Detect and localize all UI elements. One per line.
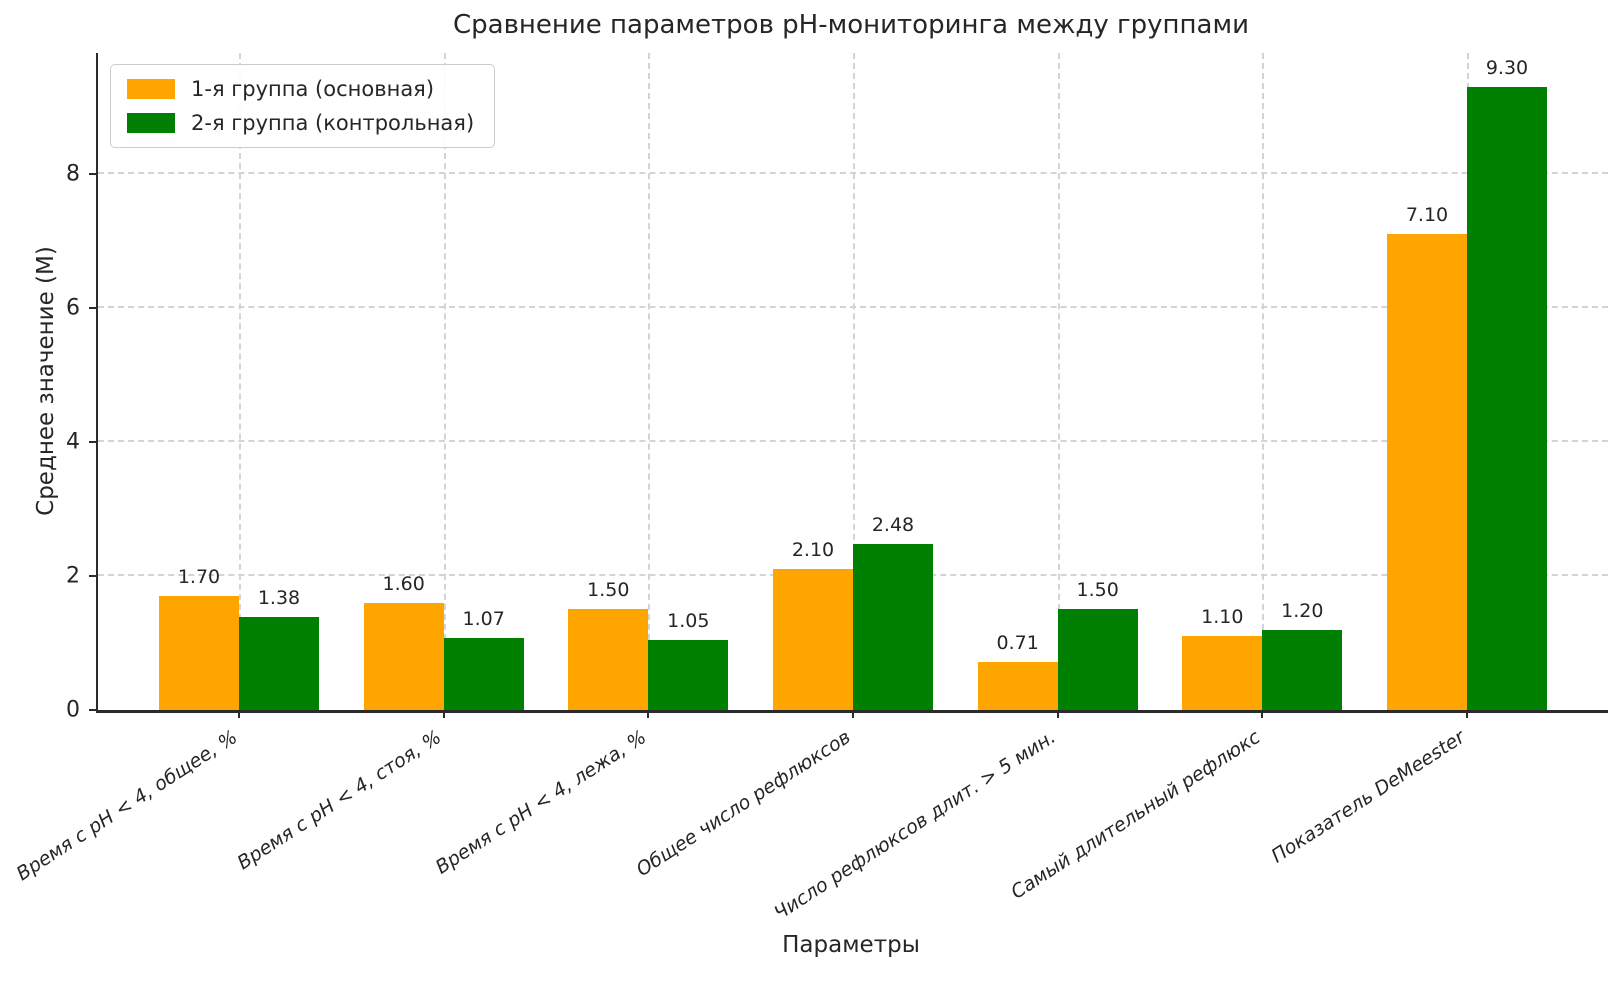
y-axis-label: Среднее значение (М) — [33, 246, 59, 516]
bar-group2 — [1057, 609, 1138, 710]
bar-value-label: 7.10 — [1405, 204, 1449, 227]
x-tick-mark — [647, 710, 650, 718]
bar-group2 — [239, 617, 319, 710]
x-tick-mark — [238, 710, 240, 718]
v-gridline — [239, 53, 241, 710]
x-tick-mark — [1056, 710, 1059, 718]
legend-swatch-group2 — [127, 113, 175, 133]
legend-item-group2: 2-я группа (контрольная) — [127, 111, 474, 135]
bar-group1 — [977, 662, 1058, 710]
v-gridline — [853, 53, 855, 710]
bar-value-label: 0.71 — [996, 632, 1039, 655]
bar-group1 — [568, 609, 649, 710]
x-tick-label: Общее число рефлюксов — [632, 726, 855, 881]
legend-label-group1: 1-я группа (основная) — [191, 77, 435, 101]
bar-group2 — [853, 543, 933, 710]
x-tick-label: Время с pH < 4, общее, % — [12, 726, 241, 886]
legend-label-group2: 2-я группа (контрольная) — [191, 111, 475, 135]
legend: 1-я группа (основная) 2-я группа (контро… — [110, 64, 496, 148]
v-gridline — [1057, 53, 1060, 710]
bar-value-label: 2.10 — [791, 539, 835, 562]
v-gridline — [648, 53, 651, 710]
legend-item-group1: 1-я группа (основная) — [127, 77, 474, 101]
v-gridline — [1262, 53, 1265, 710]
y-tick-mark — [89, 574, 98, 577]
y-tick-mark — [89, 709, 98, 711]
chart-title: Сравнение параметров pH-мониторинга межд… — [452, 10, 1249, 40]
y-tick-label: 8 — [66, 161, 80, 187]
x-tick-mark — [1261, 710, 1264, 718]
x-tick-label: Показатель DeMeester — [1267, 726, 1469, 868]
bar-value-label: 2.48 — [871, 513, 915, 536]
bar-group2 — [1262, 629, 1343, 710]
bar-value-label: 1.07 — [462, 608, 505, 631]
bar-group1 — [1182, 636, 1263, 710]
bar-value-label: 1.50 — [1076, 579, 1119, 602]
y-tick-mark — [89, 172, 98, 175]
bar-value-label: 1.50 — [587, 579, 630, 602]
bar-value-label: 9.30 — [1485, 56, 1529, 79]
bar-group1 — [773, 569, 853, 710]
bar-value-label: 1.38 — [257, 587, 301, 610]
y-tick-mark — [89, 306, 98, 309]
y-tick-label: 0 — [66, 697, 80, 723]
bar-group2 — [648, 639, 729, 710]
y-tick-label: 4 — [66, 429, 80, 455]
y-tick-label: 2 — [66, 563, 80, 589]
plot-area: 0 2 4 6 8 1.70 1.38 Время с pH < 4, общее, % 1.6… — [12, 53, 1608, 924]
bar-value-label: 1.20 — [1281, 599, 1324, 622]
bar-group1 — [1387, 234, 1467, 710]
x-tick-mark — [442, 710, 445, 718]
v-gridline — [443, 53, 446, 710]
x-tick-label: Время с pH < 4, лежа, % — [431, 726, 651, 879]
bar-group2 — [1467, 86, 1547, 710]
bar-group2 — [443, 638, 524, 710]
bar-value-label: 1.60 — [382, 572, 425, 595]
bar-value-label: 1.10 — [1201, 606, 1244, 629]
x-tick-mark — [1466, 710, 1468, 718]
x-axis-label: Параметры — [782, 932, 920, 958]
bar-group1 — [159, 596, 239, 710]
y-tick-label: 6 — [66, 295, 80, 321]
legend-swatch-group1 — [127, 79, 175, 99]
x-tick-mark — [852, 710, 854, 718]
bar-value-label: 1.05 — [667, 609, 710, 632]
y-tick-mark — [89, 440, 98, 443]
bar-group1 — [363, 602, 444, 710]
bar-value-label: 1.70 — [177, 566, 221, 589]
x-tick-label: Время с pH < 4, стоя, % — [233, 726, 446, 875]
